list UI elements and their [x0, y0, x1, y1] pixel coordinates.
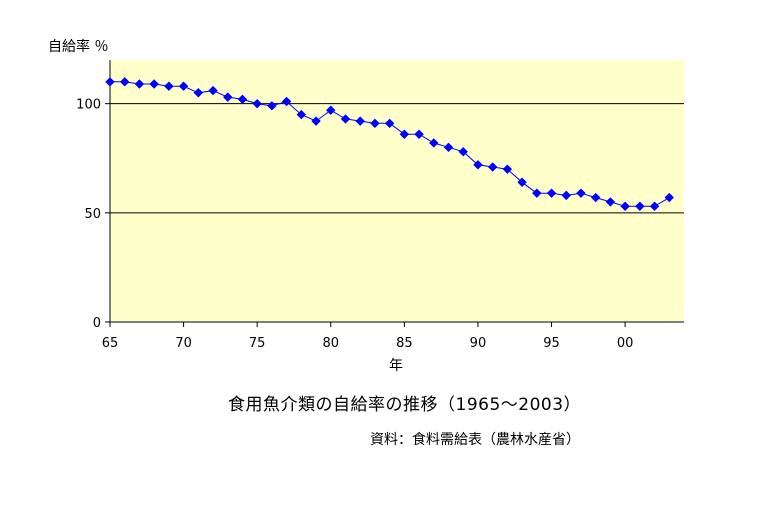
x-axis-ticks: 65 70 75 80 85 90 95 00: [102, 322, 634, 351]
data-point: [487, 162, 498, 172]
data-point: [620, 201, 630, 211]
data-point: [590, 192, 601, 203]
data-point: [546, 188, 557, 198]
gridlines: [110, 103, 684, 214]
data-point: [443, 142, 454, 153]
data-point: [384, 118, 395, 129]
data-point: [134, 79, 145, 89]
x-tick-label: 90: [470, 336, 487, 351]
x-tick-label: 75: [249, 336, 266, 351]
data-point: [370, 118, 380, 129]
data-point: [649, 201, 660, 211]
data-point: [120, 77, 130, 87]
data-point: [414, 129, 424, 139]
data-point: [458, 146, 468, 157]
x-tick-label: 80: [322, 336, 339, 351]
data-point: [296, 109, 307, 120]
data-point: [473, 160, 483, 170]
data-point: [532, 188, 542, 198]
x-tick-label: 85: [396, 336, 413, 351]
data-point: [178, 81, 189, 91]
data-point: [281, 96, 292, 107]
data-point: [576, 188, 586, 198]
y-tick-label: 0: [93, 316, 101, 331]
x-axis-label: 年: [389, 358, 403, 374]
data-point: [311, 116, 321, 126]
data-point: [252, 98, 262, 109]
y-tick-label: 100: [76, 98, 101, 113]
data-point: [164, 81, 174, 91]
data-point: [355, 116, 365, 126]
y-tick-label: 50: [84, 207, 101, 222]
data-point: [664, 192, 674, 203]
plot-area: [110, 60, 684, 322]
data-point: [193, 88, 204, 98]
x-tick-label: 00: [617, 336, 634, 351]
data-point: [105, 77, 115, 87]
chart-title: 食用魚介類の自給率の推移（1965～2003）: [228, 395, 582, 415]
x-tick-label: 70: [175, 336, 192, 351]
data-points: [105, 77, 674, 211]
data-point: [208, 85, 218, 96]
data-point: [517, 177, 527, 187]
data-point: [237, 94, 248, 105]
data-point: [340, 114, 351, 124]
source-note: 資料：食料需給表（農林水産省）: [370, 432, 580, 448]
data-point: [429, 138, 439, 148]
data-point: [267, 101, 277, 111]
y-axis-ticks: 0 50 100: [76, 98, 110, 331]
data-point: [605, 197, 616, 207]
data-point: [561, 190, 571, 201]
data-point: [326, 105, 336, 115]
y-axis-label: 自給率 ％: [48, 39, 109, 55]
data-point: [399, 129, 410, 139]
data-point: [223, 92, 233, 102]
data-point: [502, 164, 513, 174]
x-tick-label: 65: [102, 336, 119, 351]
x-tick-label: 95: [543, 336, 560, 351]
data-point: [635, 201, 645, 211]
data-point: [149, 79, 159, 89]
